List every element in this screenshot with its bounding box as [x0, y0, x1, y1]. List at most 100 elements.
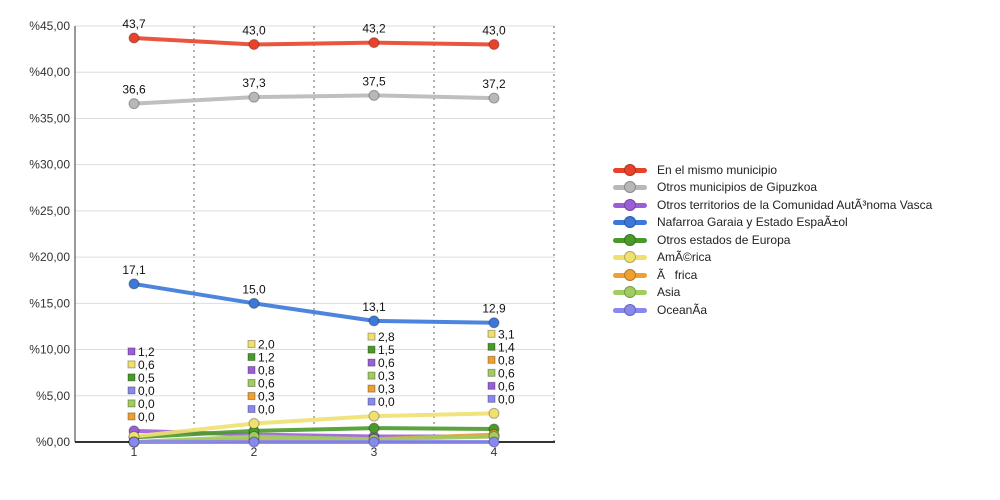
- legend-item[interactable]: Otros territorios de la Comunidad AutÃ³n…: [613, 196, 932, 214]
- data-point: [248, 38, 260, 50]
- data-point: [248, 418, 260, 430]
- data-label: 12,9: [482, 302, 506, 316]
- data-label-color-key: [127, 386, 136, 395]
- data-label: 37,3: [242, 76, 266, 90]
- data-label: 13,1: [362, 300, 386, 314]
- data-label: 43,0: [482, 23, 506, 37]
- data-label-color-key: [127, 399, 136, 408]
- legend-item[interactable]: OceanÃ­a: [613, 301, 932, 319]
- data-label-color-key: [247, 353, 256, 362]
- legend-item[interactable]: AmÃ©rica: [613, 249, 932, 267]
- data-point: [368, 422, 380, 434]
- data-label: 0,6: [258, 377, 275, 391]
- y-tick-label: %40,00: [29, 65, 70, 79]
- legend-marker-icon: [613, 303, 647, 316]
- data-label: 0,6: [138, 358, 155, 372]
- legend-item[interactable]: Nafarroa Garaia y Estado EspaÃ±ol: [613, 214, 932, 232]
- data-label-color-key: [127, 373, 136, 382]
- legend-marker-icon: [613, 286, 647, 299]
- data-point: [488, 317, 500, 329]
- y-tick-label: %25,00: [29, 204, 70, 218]
- data-label: 0,8: [258, 364, 275, 378]
- data-label-color-key: [487, 368, 496, 377]
- data-label-color-key: [247, 405, 256, 414]
- x-tick-label: 4: [491, 445, 498, 459]
- series-line: [133, 434, 495, 444]
- data-point: [368, 410, 380, 422]
- y-tick-label: %20,00: [29, 250, 70, 264]
- legend-item[interactable]: Asia: [613, 284, 932, 302]
- data-label: 17,1: [122, 263, 146, 277]
- data-label-color-key: [487, 329, 496, 338]
- legend-item[interactable]: Otros municipios de Gipuzkoa: [613, 179, 932, 197]
- series-line: [133, 36, 495, 47]
- legend-item[interactable]: Otros estados de Europa: [613, 231, 932, 249]
- data-label-color-key: [367, 397, 376, 406]
- legend-label: Otros estados de Europa: [657, 232, 791, 247]
- legend-label: En el mismo municipio: [657, 162, 778, 177]
- data-label-color-key: [487, 355, 496, 364]
- y-tick-label: %30,00: [29, 158, 70, 172]
- data-label-color-key: [247, 392, 256, 401]
- legend-marker-icon: [613, 233, 647, 246]
- legend-item[interactable]: Ãfrica: [613, 266, 932, 284]
- legend-marker-icon: [613, 163, 647, 176]
- data-point: [128, 98, 140, 110]
- data-label: 1,2: [138, 345, 155, 359]
- x-tick-label: 3: [371, 445, 378, 459]
- data-label-color-key: [367, 384, 376, 393]
- data-label: 0,0: [138, 397, 155, 411]
- data-point: [368, 89, 380, 101]
- series-line: [133, 426, 495, 440]
- data-label-color-key: [247, 340, 256, 349]
- data-point: [128, 436, 140, 448]
- y-tick-label: %10,00: [29, 343, 70, 357]
- data-label: 0,6: [498, 379, 515, 393]
- data-label: 43,2: [362, 22, 386, 36]
- data-label: 43,0: [242, 23, 266, 37]
- legend-label: Otros municipios de Gipuzkoa: [657, 180, 818, 195]
- series-line: [133, 281, 495, 325]
- y-tick-label: %0,00: [36, 435, 70, 449]
- y-tick-label: %45,00: [29, 19, 70, 33]
- data-label: 0,8: [498, 353, 515, 367]
- legend-item[interactable]: En el mismo municipio: [613, 161, 932, 179]
- data-label-color-key: [127, 360, 136, 369]
- data-label-color-key: [247, 379, 256, 388]
- x-tick-label: 1: [131, 445, 138, 459]
- data-label: 37,2: [482, 77, 506, 91]
- data-point: [368, 37, 380, 49]
- data-label: 0,0: [498, 392, 515, 406]
- series-line: [133, 411, 495, 439]
- legend-label: Otros territorios de la Comunidad AutÃ³n…: [657, 197, 933, 212]
- legend: En el mismo municipio Otros municipios de…: [613, 161, 932, 319]
- data-label: 0,0: [258, 403, 275, 417]
- data-label-color-key: [367, 371, 376, 380]
- data-point: [488, 38, 500, 50]
- data-label-color-key: [127, 412, 136, 421]
- legend-label: Ãfrica: [657, 267, 698, 282]
- series-line: [133, 93, 495, 106]
- data-point: [488, 92, 500, 104]
- data-label: 2,0: [258, 338, 275, 352]
- y-tick-label: %15,00: [29, 296, 70, 310]
- data-label: 0,0: [138, 410, 155, 424]
- data-point: [248, 91, 260, 103]
- data-label: 0,6: [498, 366, 515, 380]
- data-point: [488, 436, 500, 448]
- legend-label: Asia: [657, 285, 681, 300]
- data-label: 36,6: [122, 83, 146, 97]
- data-point: [488, 407, 500, 419]
- data-label: 15,0: [242, 282, 266, 296]
- data-label: 1,4: [498, 340, 515, 354]
- data-label-color-key: [487, 381, 496, 390]
- data-label: 0,3: [378, 369, 395, 383]
- data-label: 2,8: [378, 330, 395, 344]
- data-label: 0,0: [378, 395, 395, 409]
- data-point: [368, 436, 380, 448]
- x-tick-label: 2: [251, 445, 258, 459]
- data-label: 1,2: [258, 351, 275, 365]
- data-label: 0,6: [378, 356, 395, 370]
- legend-label: OceanÃ­a: [657, 302, 708, 317]
